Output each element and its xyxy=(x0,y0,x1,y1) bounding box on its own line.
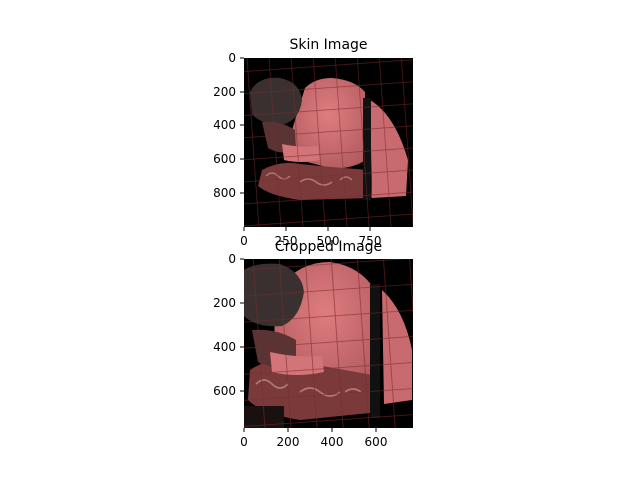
x-tick-label: 400 xyxy=(321,435,344,449)
y-tick-label: 0 xyxy=(228,252,236,266)
y-tick-label: 0 xyxy=(228,51,236,65)
y-tick-label: 400 xyxy=(213,340,236,354)
y-axis: 0 200 400 600 800 xyxy=(213,51,244,200)
subplot-title: Cropped Image xyxy=(275,239,382,255)
y-tick-label: 600 xyxy=(213,384,236,398)
skin-image-photo xyxy=(244,58,413,227)
x-axis: 0 250 500 750 xyxy=(240,227,381,248)
x-tick-label: 600 xyxy=(365,435,388,449)
y-tick-label: 600 xyxy=(213,152,236,166)
y-tick-label: 200 xyxy=(213,296,236,310)
subplot-cropped-image: Cropped Image 0 200 400 600 0 200 400 60… xyxy=(213,239,413,449)
x-tick-label: 200 xyxy=(277,435,300,449)
x-tick-label: 250 xyxy=(275,234,298,248)
y-tick-label: 800 xyxy=(213,186,236,200)
cropped-image-photo xyxy=(244,259,413,428)
x-axis: 0 200 400 600 xyxy=(240,428,387,449)
x-tick-label: 0 xyxy=(240,435,248,449)
y-tick-label: 200 xyxy=(213,85,236,99)
subplot-title: Skin Image xyxy=(289,37,367,53)
subplot-skin-image: Skin Image 0 250 5 xyxy=(213,37,413,248)
x-tick-label: 0 xyxy=(240,234,248,248)
x-tick-label: 750 xyxy=(359,234,382,248)
y-tick-label: 400 xyxy=(213,118,236,132)
y-axis: 0 200 400 600 xyxy=(213,252,244,398)
x-tick-label: 500 xyxy=(317,234,340,248)
